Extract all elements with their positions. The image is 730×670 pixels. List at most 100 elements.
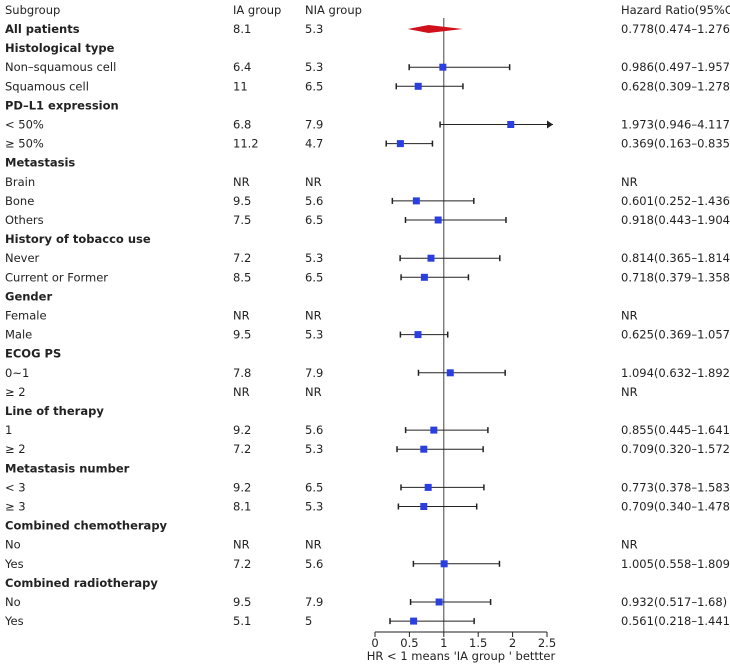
table-row: < 3 9.2 6.5 0.773(0.378–1.583) — [5, 480, 730, 494]
ia-value: 11 — [233, 79, 248, 93]
subgroup-heading-row: History of tobacco use — [5, 232, 151, 246]
nia-value: 7.9 — [305, 118, 323, 132]
ia-value: 11.2 — [233, 137, 259, 151]
hr-point — [414, 82, 422, 90]
ia-value: NR — [233, 175, 250, 189]
subgroup-heading-row: Combined radiotherapy — [5, 576, 158, 590]
x-axis: 0 0.5 1 1.5 2 2.5 — [371, 631, 556, 650]
row-label: Metastasis — [5, 156, 75, 170]
hr-point — [410, 617, 418, 625]
hr-ci-text: NR — [621, 385, 638, 399]
ia-value: 9.5 — [233, 194, 251, 208]
hr-point — [440, 560, 448, 568]
hr-ci-text: 1.973(0.946–4.117) — [621, 118, 730, 132]
subgroup-heading-row: All patients 8.1 5.3 0.778(0.474–1.276) — [5, 22, 730, 36]
table-row: Bone 9.5 5.6 0.601(0.252–1.436) — [5, 194, 730, 208]
row-label: Brain — [5, 175, 35, 189]
ia-value: 7.8 — [233, 366, 251, 380]
table-row: < 50% 6.8 7.9 1.973(0.946–4.117) — [5, 118, 730, 132]
hr-ci-text: 0.561(0.218–1.441) — [621, 614, 730, 628]
ia-value: 6.4 — [233, 60, 251, 74]
hr-point — [420, 503, 428, 510]
ia-value: 9.5 — [233, 328, 251, 342]
row-label: Current or Former — [5, 270, 108, 284]
nia-value: 6.5 — [305, 79, 323, 93]
hr-ci-text: 0.773(0.378–1.583) — [621, 480, 730, 494]
ia-value: 7.2 — [233, 557, 251, 571]
x-tick-label: 1.5 — [469, 636, 487, 650]
row-label: Combined radiotherapy — [5, 576, 158, 590]
ia-value: 8.1 — [233, 500, 251, 514]
table-row: No 9.5 7.9 0.932(0.517–1.68) — [5, 595, 727, 609]
row-label: No — [5, 595, 21, 609]
nia-value: 7.9 — [305, 366, 323, 380]
table-row: ≥ 50% 11.2 4.7 0.369(0.163–0.835) — [5, 137, 730, 151]
x-tick-label: 0.5 — [400, 636, 418, 650]
ia-value: 7.2 — [233, 251, 251, 265]
row-label: PD–L1 expression — [5, 98, 119, 112]
ia-value: 8.1 — [233, 22, 251, 36]
subgroup-heading-row: Combined chemotherapy — [5, 519, 168, 533]
ia-value: 7.5 — [233, 213, 251, 227]
row-label: Female — [5, 309, 47, 323]
table-row: No NR NR NR — [5, 538, 638, 552]
ia-value: NR — [233, 385, 250, 399]
row-label: Never — [5, 251, 40, 265]
table-row: Non–squamous cell 6.4 5.3 0.986(0.497–1.957… — [5, 60, 730, 74]
x-tick-label: 1 — [440, 636, 447, 650]
row-label: 0~1 — [5, 366, 29, 380]
hr-ci-text: 1.005(0.558–1.809) — [621, 557, 730, 571]
row-label: ≥ 2 — [5, 442, 26, 456]
x-tick-label: 2 — [509, 636, 516, 650]
nia-value: NR — [305, 538, 322, 552]
table-row: Yes 7.2 5.6 1.005(0.558–1.809) — [4, 557, 730, 571]
subgroup-heading-row: Gender — [5, 289, 52, 303]
hr-point — [434, 216, 442, 224]
nia-value: 5.6 — [305, 557, 323, 571]
row-label: All patients — [5, 22, 80, 36]
table-row: Yes 5.1 5 0.561(0.218–1.441) — [4, 614, 730, 628]
ia-value: NR — [233, 538, 250, 552]
hr-point — [446, 369, 454, 377]
ia-value: 8.5 — [233, 270, 251, 284]
hr-ci-text: 0.918(0.443–1.904) — [621, 213, 730, 227]
nia-value: 5.3 — [305, 442, 323, 456]
nia-value: NR — [305, 175, 322, 189]
row-label: ≥ 2 — [5, 385, 26, 399]
row-label: Bone — [5, 194, 34, 208]
subgroup-heading-row: Metastasis number — [5, 461, 130, 475]
row-label: History of tobacco use — [5, 232, 151, 246]
nia-value: 6.5 — [305, 270, 323, 284]
row-label: Non–squamous cell — [5, 60, 116, 74]
header-hr: Hazard Ratio(95%CI) — [621, 3, 730, 17]
nia-value: 5.3 — [305, 22, 323, 36]
header-ia: IA group — [233, 3, 281, 17]
row-label: Male — [5, 328, 32, 342]
nia-value: 6.5 — [305, 480, 323, 494]
hr-ci-text: 0.601(0.252–1.436) — [621, 194, 730, 208]
hr-ci-text: 0.625(0.369–1.057) — [621, 328, 730, 342]
table-row: Never 7.2 5.3 0.814(0.365–1.814) — [5, 251, 730, 265]
hr-point — [435, 598, 443, 606]
row-label: < 50% — [5, 118, 44, 132]
row-label: ≥ 3 — [5, 500, 26, 514]
hr-point — [420, 445, 428, 453]
hr-ci-text: 0.628(0.309–1.278) — [621, 79, 730, 93]
hr-point — [412, 197, 420, 205]
row-label: < 3 — [5, 480, 26, 494]
table-row: Male 9.5 5.3 0.625(0.369–1.057) — [5, 328, 730, 342]
hr-point — [427, 254, 435, 262]
hr-ci-text: 0.932(0.517–1.68) — [621, 595, 727, 609]
ia-value: 7.2 — [233, 442, 251, 456]
nia-value: 5 — [305, 614, 312, 628]
row-label: Gender — [5, 289, 52, 303]
hr-point — [507, 121, 515, 128]
hr-ci-text: 0.986(0.497–1.957) — [621, 60, 730, 74]
row-label: Yes — [4, 557, 24, 571]
hr-ci-text: 0.709(0.340–1.478) — [621, 500, 730, 514]
row-label: No — [5, 538, 21, 552]
ia-value: 9.2 — [233, 480, 251, 494]
hr-ci-text: 0.369(0.163–0.835) — [621, 137, 730, 151]
nia-value: 4.7 — [305, 137, 323, 151]
subgroup-heading-row: PD–L1 expression — [5, 98, 119, 112]
